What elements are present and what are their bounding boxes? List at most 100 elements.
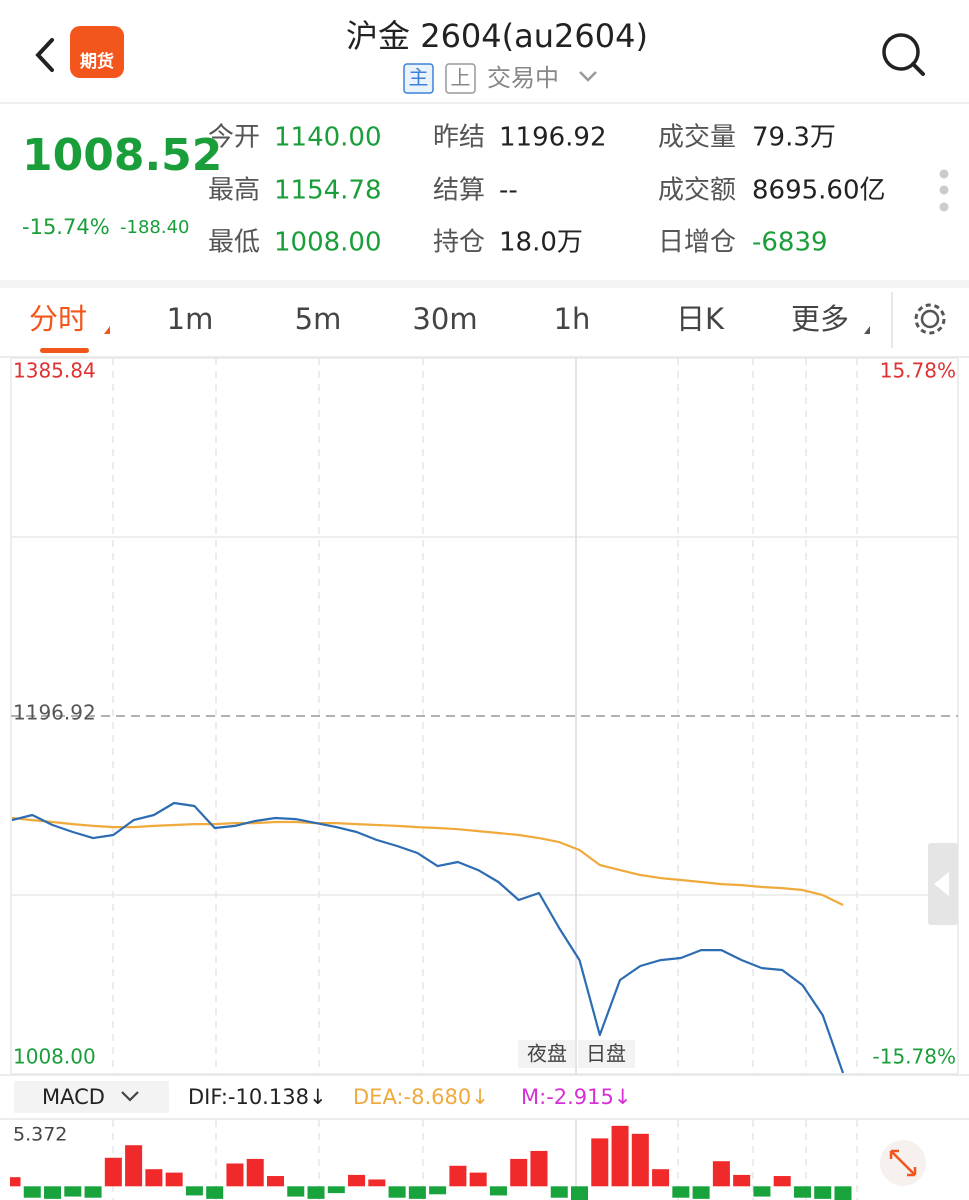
field-value: 1154.78 xyxy=(274,176,382,206)
logo[interactable] xyxy=(70,26,124,78)
field-label: 成交额 xyxy=(658,176,736,206)
y-tick-label: 5.372 xyxy=(13,1124,67,1146)
tab-caret xyxy=(104,326,110,334)
macd-bar xyxy=(408,1186,426,1199)
macd-bar xyxy=(611,1125,629,1187)
badge-text: 上 xyxy=(451,66,471,90)
field-label: 日增仓 xyxy=(658,228,736,258)
macd-bar xyxy=(591,1138,609,1187)
annotation: 日盘 xyxy=(586,1042,626,1066)
change: -188.40 xyxy=(120,217,189,238)
field-value: 1008.00 xyxy=(274,228,382,258)
macd-bar xyxy=(44,1186,62,1199)
series-line xyxy=(11,816,844,906)
field-value: 1196.92 xyxy=(499,123,607,153)
field-label: 最高 xyxy=(208,176,260,206)
search-handle xyxy=(911,62,925,76)
field-label: 今开 xyxy=(208,123,260,153)
badge xyxy=(445,63,476,94)
macd-bar xyxy=(672,1186,690,1198)
macd-bar xyxy=(570,1186,589,1200)
more-dot[interactable] xyxy=(939,169,949,179)
macd-bar xyxy=(652,1169,670,1187)
y2-tick-label: 15.78% xyxy=(880,359,956,383)
tab-caret xyxy=(864,326,870,334)
more-dot[interactable] xyxy=(939,202,949,212)
field-label: 结算 xyxy=(433,176,485,206)
change-pct: -15.74% xyxy=(22,215,110,239)
macd-bar xyxy=(692,1186,710,1199)
field-value: 79.3万 xyxy=(752,123,836,153)
y2-tick-label: -15.78% xyxy=(873,1045,956,1069)
macd-bar xyxy=(368,1179,386,1187)
last-price: 1008.52 xyxy=(22,130,222,181)
title: 沪金 2604(au2604) xyxy=(346,17,648,55)
tab[interactable]: 1h xyxy=(554,302,591,336)
macd-bar xyxy=(104,1157,122,1187)
search-button[interactable] xyxy=(882,33,920,71)
macd-bar xyxy=(469,1172,487,1187)
settings-button[interactable] xyxy=(920,309,940,329)
macd-bar xyxy=(287,1186,305,1197)
y-tick-label: 1008.00 xyxy=(13,1045,96,1069)
macd-bar xyxy=(449,1165,467,1187)
field-label: 成交量 xyxy=(658,123,736,153)
y-tick-label: 1385.84 xyxy=(13,359,96,383)
tab[interactable]: 30m xyxy=(412,302,477,336)
macd-bar xyxy=(185,1186,203,1196)
macd-bar xyxy=(266,1176,285,1187)
tab[interactable]: 日K xyxy=(676,302,725,336)
indicator-value: DEA:-8.680↓ xyxy=(353,1085,489,1109)
status[interactable]: 交易中 xyxy=(487,64,559,92)
field-value: -- xyxy=(499,176,518,206)
annotation-box xyxy=(578,1040,635,1068)
annotation-box xyxy=(518,1040,575,1068)
macd-bar xyxy=(773,1176,791,1187)
macd-bar xyxy=(165,1172,183,1187)
status-chevron[interactable] xyxy=(579,71,597,82)
macd-bar xyxy=(23,1186,41,1198)
macd-bar xyxy=(10,1177,21,1187)
macd-bar xyxy=(246,1158,264,1187)
indicator-chevron xyxy=(121,1091,139,1102)
badge-text: 主 xyxy=(409,66,429,90)
indicator-name: MACD xyxy=(42,1085,105,1109)
macd-bar xyxy=(712,1161,730,1187)
y-tick-label: 1196.92 xyxy=(13,701,96,725)
macd-bar xyxy=(307,1186,325,1199)
separator xyxy=(0,280,969,288)
indicator-selector[interactable] xyxy=(14,1081,169,1113)
field-value: 8695.60亿 xyxy=(752,176,886,206)
tab[interactable]: 5m xyxy=(295,302,342,336)
more-dot[interactable] xyxy=(939,185,949,195)
indicator-value: M:-2.915↓ xyxy=(521,1085,632,1109)
macd-bar xyxy=(429,1186,447,1195)
field-label: 最低 xyxy=(208,228,260,258)
logo-text: 期货 xyxy=(80,51,114,72)
back-button[interactable] xyxy=(35,38,54,72)
macd-bar xyxy=(84,1186,102,1198)
field-value: -6839 xyxy=(752,228,828,258)
side-panel-arrow xyxy=(934,872,949,896)
field-value: 18.0万 xyxy=(499,228,583,258)
annotation: 夜盘 xyxy=(527,1042,567,1066)
badge xyxy=(403,63,434,94)
macd-bar xyxy=(145,1169,163,1187)
tab[interactable]: 更多 xyxy=(791,302,849,336)
macd-bar xyxy=(631,1133,649,1187)
settings-gear xyxy=(914,303,946,335)
tab[interactable]: 分时 xyxy=(29,302,87,336)
macd-bar xyxy=(793,1186,811,1198)
tab[interactable]: 1m xyxy=(167,302,214,336)
macd-bar xyxy=(814,1186,832,1199)
macd-bar xyxy=(327,1186,345,1194)
macd-bar xyxy=(753,1186,771,1197)
macd-bar xyxy=(348,1174,366,1187)
macd-bar xyxy=(64,1186,82,1197)
macd-bar xyxy=(550,1186,568,1198)
field-value: 1140.00 xyxy=(274,123,382,153)
macd-bar xyxy=(733,1174,751,1187)
macd-bar xyxy=(489,1186,507,1196)
